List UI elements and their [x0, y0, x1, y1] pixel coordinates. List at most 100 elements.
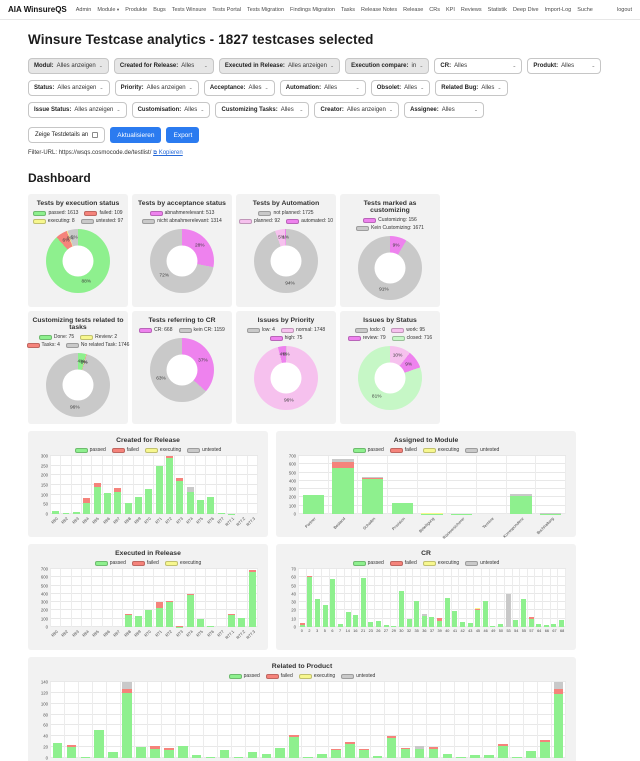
nav-item-statistik[interactable]: Statistik — [487, 6, 507, 13]
bar-chart-row-1: Created for Release passed failed executing… — [28, 431, 612, 540]
nav-item-kpi[interactable]: KPI — [446, 6, 455, 13]
plot-outer: 0 10 20 30 40 50 60 70 0 2 3 5 6 7 14 16 21 23 26 27 29 30 32 3… — [291, 567, 566, 637]
filter-row-2: Status: Alles anzeigen ⌄ Priority: Alles anz… — [28, 80, 612, 96]
bar-stack — [197, 569, 204, 627]
bar-stack — [475, 569, 481, 627]
filter-select[interactable]: Alles anzeigen ⌄ — [288, 63, 334, 69]
filter-select[interactable]: Alles ⌄ — [454, 63, 516, 69]
filter-select[interactable]: Alles anzeigen ⌄ — [147, 85, 193, 91]
nav-item-tasks[interactable]: Tasks — [340, 6, 356, 13]
filter-select[interactable]: Alles anzeigen ⌄ — [57, 85, 103, 91]
bar-segment-passed — [166, 602, 173, 627]
filter-modul[interactable]: Modul: Alles anzeigen ⌄ — [28, 58, 109, 74]
bar-category — [490, 569, 498, 627]
y-axis-tick-label: 50 — [291, 583, 296, 589]
bar-category — [329, 682, 344, 758]
nav-item-tests-winsure[interactable]: Tests Winsure — [171, 6, 207, 13]
legend-label: passed: 1613 — [48, 210, 79, 216]
filter-select[interactable]: Alles ⌄ — [561, 63, 595, 69]
filter-cr[interactable]: CR: Alles ⌄ — [434, 58, 523, 74]
filter-assignee[interactable]: Assignee: Alles ⌄ — [404, 102, 485, 118]
filter-automation[interactable]: Automation: Alles ⌄ — [279, 80, 366, 96]
filter-produkt[interactable]: Produkt: Alles ⌄ — [527, 58, 602, 74]
bar-category — [107, 682, 121, 758]
filter-select[interactable]: Alles ⌄ — [404, 85, 424, 91]
filter-select[interactable]: Alles anzeigen ⌄ — [74, 107, 120, 113]
legend-item: failed — [389, 560, 417, 566]
legend-item: executing — [422, 560, 460, 566]
bar-category — [204, 682, 219, 758]
legend-swatch — [389, 447, 403, 453]
filter-select[interactable]: Alles ⌄ — [281, 107, 304, 113]
y-axis-tick-label: 300 — [40, 599, 48, 605]
filter-customisation[interactable]: Customisation: Alles ⌄ — [131, 102, 211, 118]
filter-select[interactable]: Alles anzeigen ⌄ — [57, 63, 103, 69]
filter-obsolet[interactable]: Obsolet: Alles ⌄ — [370, 80, 431, 96]
app-brand[interactable]: AIA WinsureQS — [8, 5, 67, 14]
x-axis-tick-label: 3 — [316, 629, 319, 633]
nav-item-import-log[interactable]: Import-Log — [544, 6, 572, 13]
bar-category — [298, 569, 307, 627]
bar-stack — [145, 456, 153, 514]
bar-segment-passed — [513, 619, 519, 627]
filter-executed-in-release[interactable]: Executed in Release: Alles anzeigen ⌄ — [218, 58, 341, 74]
bar-stack — [247, 682, 258, 758]
x-axis-labels: R60 R62 R63 R64 R65 R66 R67 R68 R69 R70 R71 R72 R73 R… — [50, 627, 258, 645]
refresh-button[interactable]: Aktualisieren — [110, 127, 162, 143]
plot-area: 0 100 200 300 400 500 600 700 — [289, 454, 567, 517]
nav-item-findings-migration[interactable]: Findings Migration — [290, 6, 335, 13]
bar-segment-failed — [331, 749, 341, 751]
filter-select[interactable]: Alles anzeigen ⌄ — [347, 107, 393, 113]
filter-select[interactable]: Alles ⌄ — [181, 63, 208, 69]
x-axis-tick-label: R75 — [195, 629, 205, 638]
bar-category — [510, 682, 525, 758]
nav-item-admin[interactable]: Admin — [75, 6, 92, 13]
nav-item-crs[interactable]: CRs — [429, 6, 440, 13]
nav-item-produkte[interactable]: Produkte — [125, 6, 148, 13]
filter-related-bug[interactable]: Related Bug: Alles ⌄ — [435, 80, 508, 96]
filter-customizing-tasks[interactable]: Customizing Tasks: Alles ⌄ — [215, 102, 310, 118]
filter-select[interactable]: Alles ⌄ — [184, 107, 204, 113]
nav-item-bugs[interactable]: Bugs — [153, 6, 166, 13]
legend-label: executing — [437, 560, 460, 566]
filter-created-for-release[interactable]: Created for Release: Alles ⌄ — [113, 58, 214, 74]
legend-row: planned: 92 automated: 10 — [238, 218, 333, 224]
nav-item-release-notes[interactable]: Release Notes — [361, 6, 398, 13]
x-axis-tick-label: 16 — [353, 629, 358, 633]
filter-select[interactable]: in ⌄ — [412, 63, 424, 69]
show-testdetails-toggle[interactable]: Zeige Testdetails an — [28, 127, 106, 143]
legend-swatch — [354, 327, 368, 333]
legend-item: untested — [465, 560, 499, 566]
export-button[interactable]: Export — [166, 127, 200, 143]
logout-link[interactable]: logout — [617, 6, 632, 13]
filter-selected-value: Alles — [404, 85, 418, 91]
bar-segment-passed — [124, 614, 132, 627]
filter-issue-status[interactable]: Issue Status: Alles anzeigen ⌄ — [28, 102, 127, 118]
nav-item-tests-migration[interactable]: Tests Migration — [247, 6, 285, 13]
x-axis-tick-label: 41 — [452, 629, 458, 633]
show-testdetails-checkbox[interactable] — [92, 132, 99, 138]
legend-item: closed: 716 — [391, 335, 432, 341]
gridline — [50, 724, 566, 726]
bar-stack — [134, 569, 142, 627]
nav-item-module[interactable]: Module ▾ — [97, 6, 120, 13]
filter-select[interactable]: Alles ⌄ — [481, 85, 501, 91]
nav-item-deep-dive[interactable]: Deep Dive — [512, 6, 539, 13]
bar-stack — [136, 682, 146, 758]
filter-acceptance[interactable]: Acceptance: Alles ⌄ — [203, 80, 275, 96]
nav-item-tests-portal[interactable]: Tests Portal — [212, 6, 242, 13]
filter-select[interactable]: Alles ⌄ — [249, 85, 269, 91]
donut-percent-label: 88% — [81, 279, 92, 285]
copy-link[interactable]: ⧉ Kopieren — [153, 150, 183, 156]
nav-item-suche[interactable]: Suche — [577, 6, 593, 13]
donut-percent-label: 9% — [405, 362, 413, 368]
filter-select[interactable]: Alles ⌄ — [442, 107, 478, 113]
filter-execution-compare[interactable]: Execution compare: in ⌄ — [345, 58, 430, 74]
chart-title: Related to Product — [271, 663, 333, 670]
filter-priority[interactable]: Priority: Alles anzeigen ⌄ — [114, 80, 199, 96]
filter-select[interactable]: Alles ⌄ — [324, 85, 360, 91]
nav-item-release[interactable]: Release — [403, 6, 424, 13]
filter-status[interactable]: Status: Alles anzeigen ⌄ — [28, 80, 110, 96]
filter-creator[interactable]: Creator: Alles anzeigen ⌄ — [314, 102, 400, 118]
nav-item-reviews[interactable]: Reviews — [460, 6, 482, 13]
